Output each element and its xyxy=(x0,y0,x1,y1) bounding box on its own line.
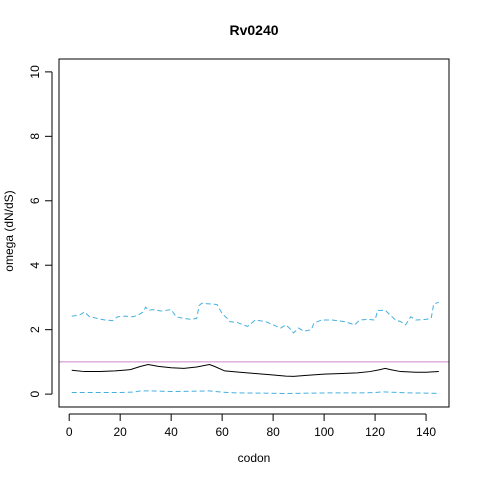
y-tick-label: 4 xyxy=(28,262,42,269)
x-tick-label: 80 xyxy=(266,425,280,439)
series-line-upper-bound xyxy=(71,301,439,334)
series-line-lower-bound xyxy=(71,390,439,394)
y-tick-label: 10 xyxy=(28,65,42,79)
x-tick-label: 0 xyxy=(66,425,73,439)
x-tick-label: 60 xyxy=(215,425,229,439)
y-tick-label: 2 xyxy=(28,326,42,333)
x-tick-label: 100 xyxy=(314,425,334,439)
x-tick-label: 120 xyxy=(365,425,385,439)
y-axis: 0 2 4 6 8 10 xyxy=(28,65,53,397)
x-tick-label: 20 xyxy=(113,425,127,439)
series-line-estimate xyxy=(71,363,439,377)
y-axis-label: omega (dN/dS) xyxy=(2,190,16,271)
x-axis: 0 20 40 60 80 100 120 140 xyxy=(66,413,436,439)
chart-title: Rv0240 xyxy=(229,22,278,38)
plot-frame xyxy=(58,58,450,408)
y-tick-label: 8 xyxy=(28,133,42,140)
data-lines xyxy=(59,301,449,394)
y-tick-label: 6 xyxy=(28,197,42,204)
y-tick-label: 0 xyxy=(28,390,42,397)
x-tick-label: 40 xyxy=(164,425,178,439)
x-tick-label: 140 xyxy=(416,425,436,439)
x-axis-label: codon xyxy=(238,451,271,465)
